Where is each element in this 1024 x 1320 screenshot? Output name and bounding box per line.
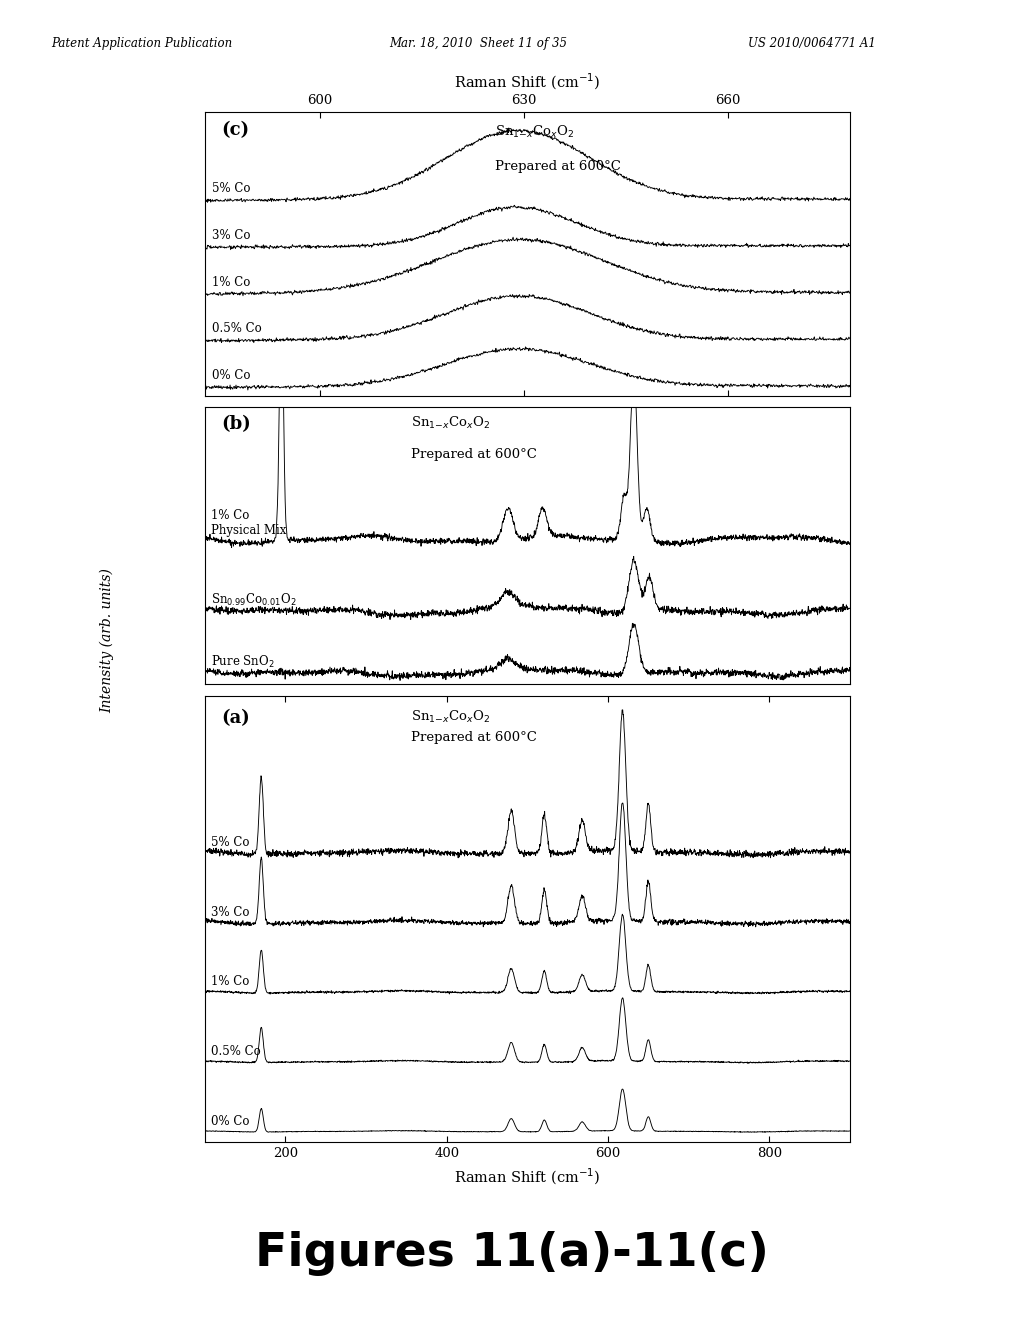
Text: Sn$_{0.99}$Co$_{0.01}$O$_{2}$: Sn$_{0.99}$Co$_{0.01}$O$_{2}$ xyxy=(211,591,297,607)
Text: 0.5% Co: 0.5% Co xyxy=(212,322,261,335)
X-axis label: Raman Shift (cm$^{-1}$): Raman Shift (cm$^{-1}$) xyxy=(454,71,601,91)
Text: Mar. 18, 2010  Sheet 11 of 35: Mar. 18, 2010 Sheet 11 of 35 xyxy=(389,37,567,50)
Text: Prepared at 600°C: Prepared at 600°C xyxy=(496,161,621,173)
Text: Prepared at 600°C: Prepared at 600°C xyxy=(412,731,538,744)
Text: 0% Co: 0% Co xyxy=(211,1115,250,1127)
Text: Figures 11(a)-11(c): Figures 11(a)-11(c) xyxy=(255,1232,769,1276)
Text: 3% Co: 3% Co xyxy=(211,906,250,919)
Text: 0% Co: 0% Co xyxy=(212,370,250,381)
Text: Prepared at 600°C: Prepared at 600°C xyxy=(412,449,538,461)
X-axis label: Raman Shift (cm$^{-1}$): Raman Shift (cm$^{-1}$) xyxy=(454,1167,601,1187)
Text: Patent Application Publication: Patent Application Publication xyxy=(51,37,232,50)
Text: Sn$_{1\minus x}$Co$_{x}$O$_{2}$: Sn$_{1\minus x}$Co$_{x}$O$_{2}$ xyxy=(412,709,490,725)
Text: (a): (a) xyxy=(221,709,250,727)
Text: 0.5% Co: 0.5% Co xyxy=(211,1045,261,1059)
Text: 5% Co: 5% Co xyxy=(212,182,250,195)
Text: 5% Co: 5% Co xyxy=(211,836,250,849)
Text: Sn$_{1\minus x}$Co$_{x}$O$_{2}$: Sn$_{1\minus x}$Co$_{x}$O$_{2}$ xyxy=(412,414,490,430)
Text: 1% Co: 1% Co xyxy=(212,276,250,289)
Text: (b): (b) xyxy=(221,414,251,433)
Text: 1% Co
Physical Mix: 1% Co Physical Mix xyxy=(211,508,287,537)
Text: (c): (c) xyxy=(221,120,249,139)
Text: Pure SnO$_{2}$: Pure SnO$_{2}$ xyxy=(211,653,274,669)
Text: 3% Co: 3% Co xyxy=(212,228,250,242)
Text: Intensity (arb. units): Intensity (arb. units) xyxy=(100,568,115,713)
Text: 1% Co: 1% Co xyxy=(211,975,250,989)
Text: Sn$_{1\minus x}$Co$_{x}$O$_{2}$: Sn$_{1\minus x}$Co$_{x}$O$_{2}$ xyxy=(496,124,574,140)
Text: US 2010/0064771 A1: US 2010/0064771 A1 xyxy=(748,37,876,50)
